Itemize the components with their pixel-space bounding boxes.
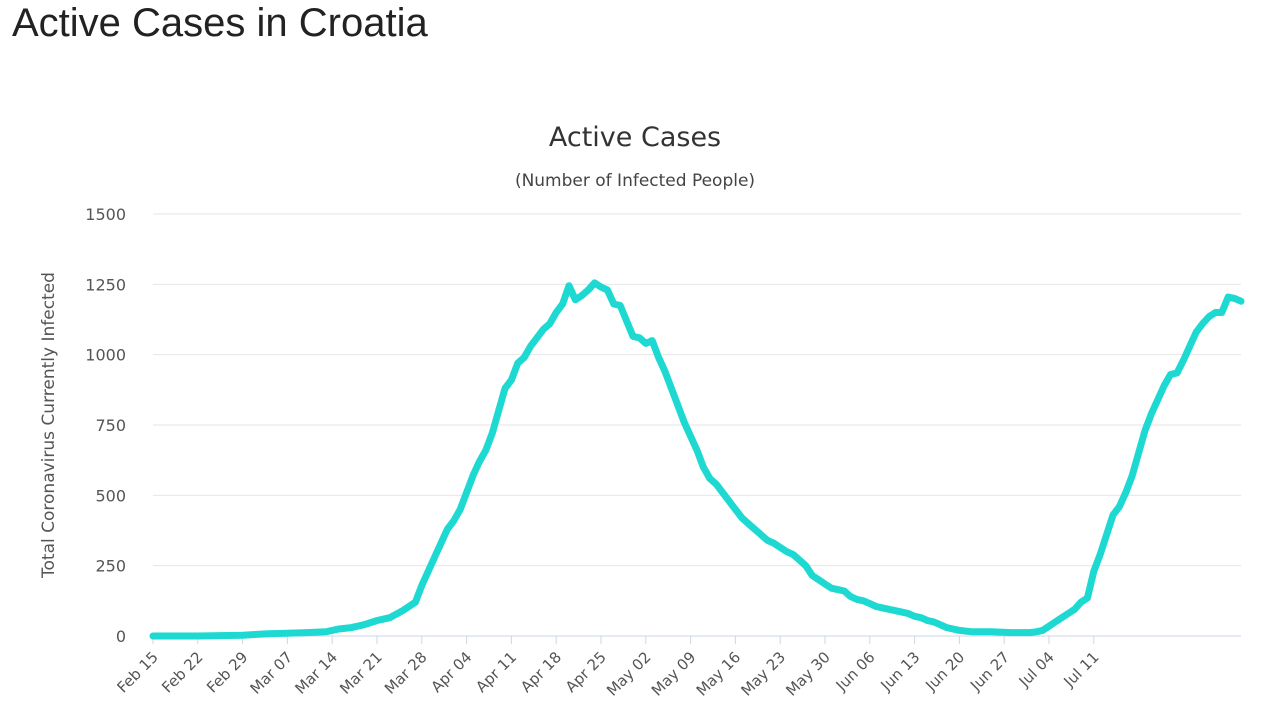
y-tick-label: 0 (116, 627, 126, 646)
y-tick-label: 1500 (85, 205, 126, 224)
y-axis-ticks: 0 250 500 750 1000 1250 1500 (85, 205, 126, 646)
x-tick-label: Apr 11 (472, 648, 520, 696)
x-tick-label: May 09 (648, 648, 700, 700)
x-tick-label: May 23 (737, 648, 789, 700)
page-title: Active Cases in Croatia (12, 1, 428, 45)
x-tick-label: Apr 18 (517, 648, 565, 696)
x-tick-label: Feb 29 (203, 648, 251, 696)
y-axis-label: Total Coronavirus Currently Infected (39, 272, 59, 579)
x-tick-label: May 30 (782, 648, 834, 700)
chart-subtitle: (Number of Infected People) (515, 171, 755, 191)
x-tick-label: Mar 21 (336, 648, 386, 698)
x-tick-label: Feb 15 (113, 648, 161, 696)
y-tick-label: 500 (95, 486, 126, 505)
chart-title: Active Cases (549, 122, 721, 153)
x-tick-label: May 16 (693, 648, 745, 700)
x-tick-label: Jun 20 (921, 648, 968, 695)
series-line (149, 279, 1245, 640)
x-tick-label: Feb 22 (158, 648, 206, 696)
y-tick-label: 250 (95, 557, 126, 576)
x-tick-label: Mar 28 (381, 648, 431, 698)
gridlines (153, 213, 1241, 637)
x-tick-label: Jul 04 (1015, 648, 1058, 691)
y-tick-label: 1250 (85, 275, 126, 294)
y-tick-label: 1000 (85, 346, 126, 365)
x-tick-label: Apr 04 (427, 648, 475, 696)
x-tick-label: Jun 27 (966, 648, 1013, 695)
x-tick-label: Mar 14 (291, 648, 341, 698)
series-layer (149, 279, 1245, 640)
x-tick-label: May 02 (603, 648, 655, 700)
y-tick-label: 750 (95, 416, 126, 435)
x-tick-label: Jun 06 (832, 648, 879, 695)
x-tick-label: Jul 11 (1060, 648, 1103, 691)
x-tick-label: Jun 13 (877, 648, 924, 695)
x-tick-label: Apr 25 (562, 648, 610, 696)
x-tick-label: Mar 07 (247, 648, 297, 698)
